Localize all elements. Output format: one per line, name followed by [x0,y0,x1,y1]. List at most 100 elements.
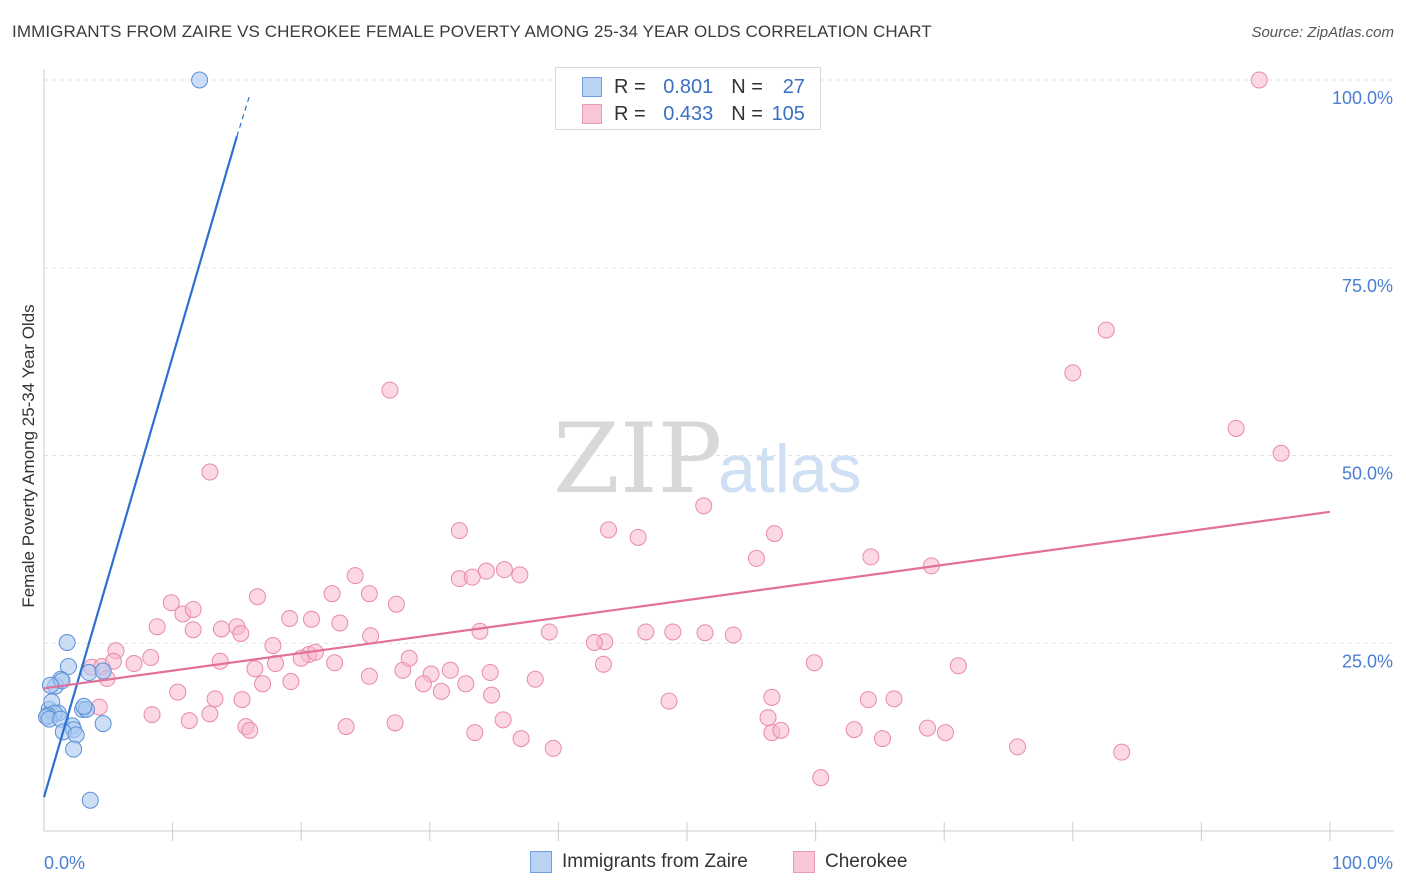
cherokee-point [381,381,399,399]
cherokee-point [594,655,612,673]
cherokee-point [759,709,777,727]
series-label-zaire: Immigrants from Zaire [562,851,748,872]
x-tick-label-max: 100.0% [1332,853,1393,873]
chart-title: IMMIGRANTS FROM ZAIRE VS CHEROKEE FEMALE… [12,22,932,41]
x-tick-label-min: 0.0% [44,853,85,873]
zaire-point [80,664,98,682]
cherokee-point [540,623,558,641]
cherokee-point [526,670,544,688]
zaire-point [94,715,112,733]
cherokee-point [362,627,380,645]
cherokee-point [936,724,954,742]
cherokee-point [184,600,202,618]
source-label: Source: ZipAtlas.com [1251,24,1394,41]
gridlines [44,79,1394,644]
cherokee-point [885,690,903,708]
cherokee-trend-line [43,510,1331,690]
cherokee-point [481,664,499,682]
cherokee-point [483,686,501,704]
cherokee-point [232,624,250,642]
legend-row-cherokee: R = 0.433 N = 105 [582,101,805,127]
cherokee-point [387,595,405,613]
series-legend: Immigrants from Zaire Cherokee [0,851,1406,877]
cherokee-point [360,585,378,603]
cherokee-point [337,718,355,736]
watermark: ZIP atlas [553,403,862,515]
cherokee-point [664,623,682,641]
cherokee-point [323,585,341,603]
cherokee-point [386,714,404,732]
zaire-points [38,71,209,809]
cherokee-point [1250,71,1268,89]
cherokee-point [763,688,781,706]
cherokee-point [463,568,481,586]
cherokee-point [346,567,364,585]
y-tick-label: 75.0% [1342,276,1393,296]
cherokee-point [201,705,219,723]
cherokee-point [629,528,647,546]
cherokee-point [695,497,713,515]
zaire-point [58,633,76,651]
cherokee-point [281,609,299,627]
series-swatch-zaire [530,851,552,873]
cherokee-point [162,594,180,612]
watermark-atlas: atlas [718,431,862,507]
cherokee-point [360,667,378,685]
y-tick-label: 25.0% [1342,651,1393,671]
cherokee-point [246,660,264,678]
legend-n-value: 105 [771,102,805,125]
cherokee-point [104,652,122,670]
cherokee-point [494,711,512,729]
cherokee-point [457,675,475,693]
cherokee-point [248,588,266,606]
cherokee-point [1097,321,1115,339]
cherokee-point [432,682,450,700]
cherokee-point [747,549,765,567]
cherokee-point [512,730,530,748]
cherokee-point [812,769,830,787]
cherokee-point [264,637,282,655]
y-tick-label: 100.0% [1332,88,1393,108]
cherokee-point [873,730,891,748]
cherokee-point [143,706,161,724]
cherokee-point [600,521,618,539]
cherokee-point [918,719,936,737]
x-ticks [172,822,1331,841]
cherokee-point [241,721,259,739]
cherokee-point [233,691,251,709]
cherokee-point [765,525,783,543]
y-axis-label: Female Poverty Among 25-34 Year Olds [19,304,38,607]
cherokee-point [949,657,967,675]
cherokee-point [441,661,459,679]
cherokee-point [1272,444,1290,462]
cherokee-point [331,614,349,632]
cherokee-point [125,655,143,673]
series-legend-cherokee: Cherokee [793,851,907,873]
cherokee-point [772,721,790,739]
legend-r-label: R = [614,102,646,125]
cherokee-point [180,712,198,730]
legend-r-value: 0.433 [663,102,714,125]
cherokee-point [414,675,432,693]
y-tick-label: 50.0% [1342,464,1393,484]
cherokee-point [1009,738,1027,756]
series-legend-zaire: Immigrants from Zaire [530,851,748,873]
watermark-zip: ZIP [553,403,722,515]
legend-swatch-zaire [582,77,602,97]
zaire-point [67,726,85,744]
series-label-cherokee: Cherokee [825,851,908,872]
cherokee-point [400,649,418,667]
cherokee-point [805,654,823,672]
cherokee-point [511,566,529,584]
cherokee-point [845,721,863,739]
cherokee-point [637,623,655,641]
legend-n-value: 27 [782,75,805,98]
cherokee-point [184,621,202,639]
cherokee-point [862,548,880,566]
legend-swatch-cherokee [582,104,602,124]
cherokee-point [206,690,224,708]
cherokee-point [585,633,603,651]
cherokee-point [544,739,562,757]
cherokee-point [724,626,742,644]
